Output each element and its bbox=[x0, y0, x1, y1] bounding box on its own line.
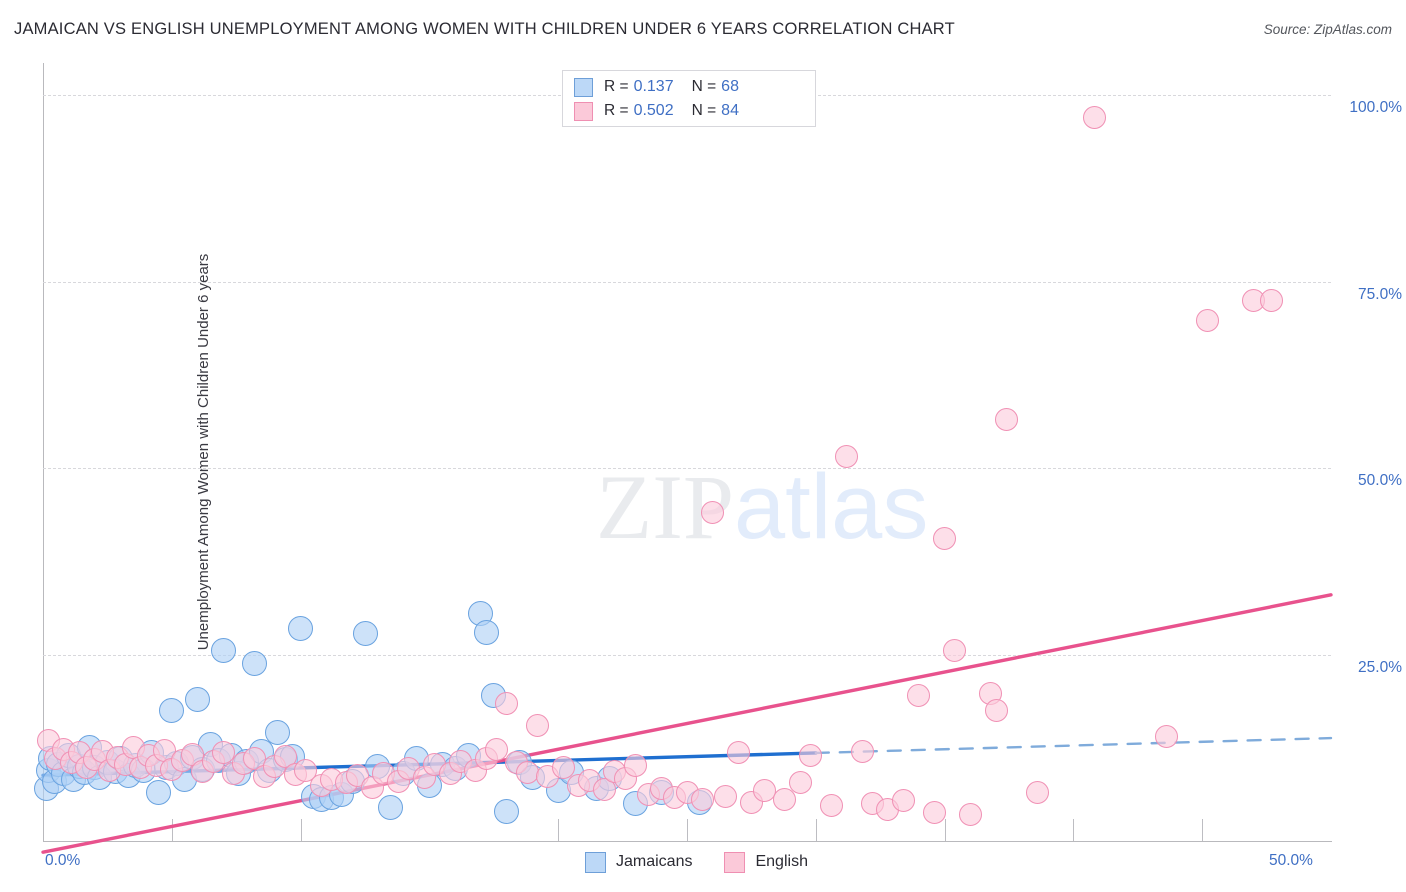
watermark: ZIPatlas bbox=[596, 461, 928, 553]
data-point-english bbox=[891, 789, 915, 813]
data-point-jamaicans bbox=[210, 638, 236, 664]
data-point-english bbox=[850, 739, 874, 763]
gridline-y bbox=[43, 654, 1331, 656]
data-point-jamaicans bbox=[378, 794, 404, 820]
data-point-english bbox=[484, 738, 508, 762]
data-point-jamaicans bbox=[185, 686, 211, 712]
stats-row-jamaicans: R = 0.137 N = 68 bbox=[574, 75, 739, 99]
data-point-english bbox=[752, 778, 776, 802]
gridline-y bbox=[43, 281, 1331, 283]
legend-swatch-jamaicans-icon bbox=[585, 851, 606, 873]
x-tick-mark bbox=[1202, 819, 1204, 841]
data-point-jamaicans bbox=[264, 720, 290, 746]
source-label: Source: ZipAtlas.com bbox=[1263, 22, 1392, 37]
data-point-english bbox=[922, 801, 946, 825]
data-point-jamaicans bbox=[241, 650, 267, 676]
data-point-english bbox=[773, 787, 797, 811]
n-label-jamaicans: N = bbox=[691, 78, 717, 95]
y-tick-label: 75.0% bbox=[1358, 285, 1402, 303]
trendline-extrapolated-jamaicans bbox=[814, 736, 1333, 755]
data-point-jamaicans bbox=[352, 621, 378, 647]
gridline-y bbox=[43, 468, 1331, 470]
data-point-english bbox=[933, 527, 957, 551]
data-point-english bbox=[294, 759, 318, 783]
legend-item-english[interactable]: English bbox=[724, 851, 808, 873]
data-point-english bbox=[819, 793, 843, 817]
trendline-english bbox=[41, 593, 1333, 854]
y-axis-line bbox=[43, 63, 44, 842]
data-point-english bbox=[1195, 308, 1219, 332]
legend-label: English bbox=[755, 853, 808, 870]
data-point-english bbox=[799, 743, 823, 767]
data-point-jamaicans bbox=[494, 798, 520, 824]
data-point-english bbox=[727, 741, 751, 765]
plot-area: ZIPatlas bbox=[34, 63, 1333, 854]
r-value-english: 0.502 bbox=[633, 102, 674, 119]
x-tick-mark bbox=[558, 819, 560, 841]
r-value-jamaicans: 0.137 bbox=[633, 78, 674, 95]
data-point-english bbox=[495, 691, 519, 715]
page-title: JAMAICAN VS ENGLISH UNEMPLOYMENT AMONG W… bbox=[14, 20, 955, 38]
x-tick-label-min: 0.0% bbox=[45, 852, 81, 869]
data-point-english bbox=[958, 803, 982, 827]
data-point-english bbox=[714, 784, 738, 808]
data-point-english bbox=[623, 754, 647, 778]
x-tick-mark bbox=[1073, 819, 1075, 841]
series-legend: Jamaicans English bbox=[585, 850, 840, 874]
data-point-english bbox=[690, 788, 714, 812]
data-point-jamaicans bbox=[288, 615, 314, 641]
data-point-english bbox=[515, 760, 539, 784]
swatch-jamaicans-icon bbox=[574, 77, 593, 97]
x-tick-mark bbox=[687, 819, 688, 841]
stats-row-english: R = 0.502 N = 84 bbox=[574, 99, 739, 123]
y-tick-label: 25.0% bbox=[1358, 658, 1402, 676]
n-value-jamaicans: 68 bbox=[721, 78, 739, 95]
x-tick-label-max: 50.0% bbox=[1269, 852, 1313, 869]
legend-swatch-english-icon bbox=[724, 851, 746, 873]
trend-lines bbox=[41, 593, 1333, 854]
data-point-jamaicans bbox=[146, 780, 172, 805]
watermark-atlas: atlas bbox=[734, 456, 929, 558]
x-tick-mark bbox=[944, 819, 946, 841]
data-point-english bbox=[701, 501, 725, 525]
data-point-jamaicans bbox=[473, 620, 499, 646]
data-point-jamaicans bbox=[468, 600, 494, 626]
data-point-english bbox=[211, 740, 235, 764]
x-axis-line bbox=[43, 841, 1332, 842]
n-label-english: N = bbox=[691, 102, 717, 119]
y-tick-label: 100.0% bbox=[1349, 99, 1402, 117]
data-point-english bbox=[1025, 781, 1049, 804]
legend-label: Jamaicans bbox=[616, 853, 693, 870]
legend-item-jamaicans[interactable]: Jamaicans bbox=[585, 851, 693, 873]
r-label-jamaicans: R = bbox=[604, 78, 629, 95]
n-value-english: 84 bbox=[721, 102, 739, 119]
data-point-english bbox=[984, 698, 1008, 722]
x-tick-mark bbox=[300, 819, 302, 841]
data-point-english bbox=[994, 408, 1018, 432]
data-point-jamaicans bbox=[159, 697, 185, 723]
r-label-english: R = bbox=[604, 102, 629, 119]
data-point-english bbox=[788, 771, 812, 795]
y-tick-label: 50.0% bbox=[1358, 472, 1402, 490]
correlation-stats-legend: R = 0.137 N = 68 R = 0.502 N = 84 bbox=[562, 70, 816, 127]
x-tick-mark bbox=[171, 819, 173, 841]
data-point-english bbox=[551, 756, 575, 780]
data-point-english bbox=[907, 684, 931, 708]
data-point-english bbox=[1260, 288, 1284, 312]
swatch-english-icon bbox=[574, 101, 593, 121]
data-point-english bbox=[1154, 725, 1178, 749]
data-point-english bbox=[526, 713, 550, 737]
data-point-english bbox=[943, 639, 967, 663]
y-axis-title-container: Unemployment Among Women with Children U… bbox=[12, 63, 212, 841]
data-point-english bbox=[1082, 105, 1106, 129]
data-point-english bbox=[835, 445, 859, 469]
x-tick-mark bbox=[815, 819, 817, 841]
